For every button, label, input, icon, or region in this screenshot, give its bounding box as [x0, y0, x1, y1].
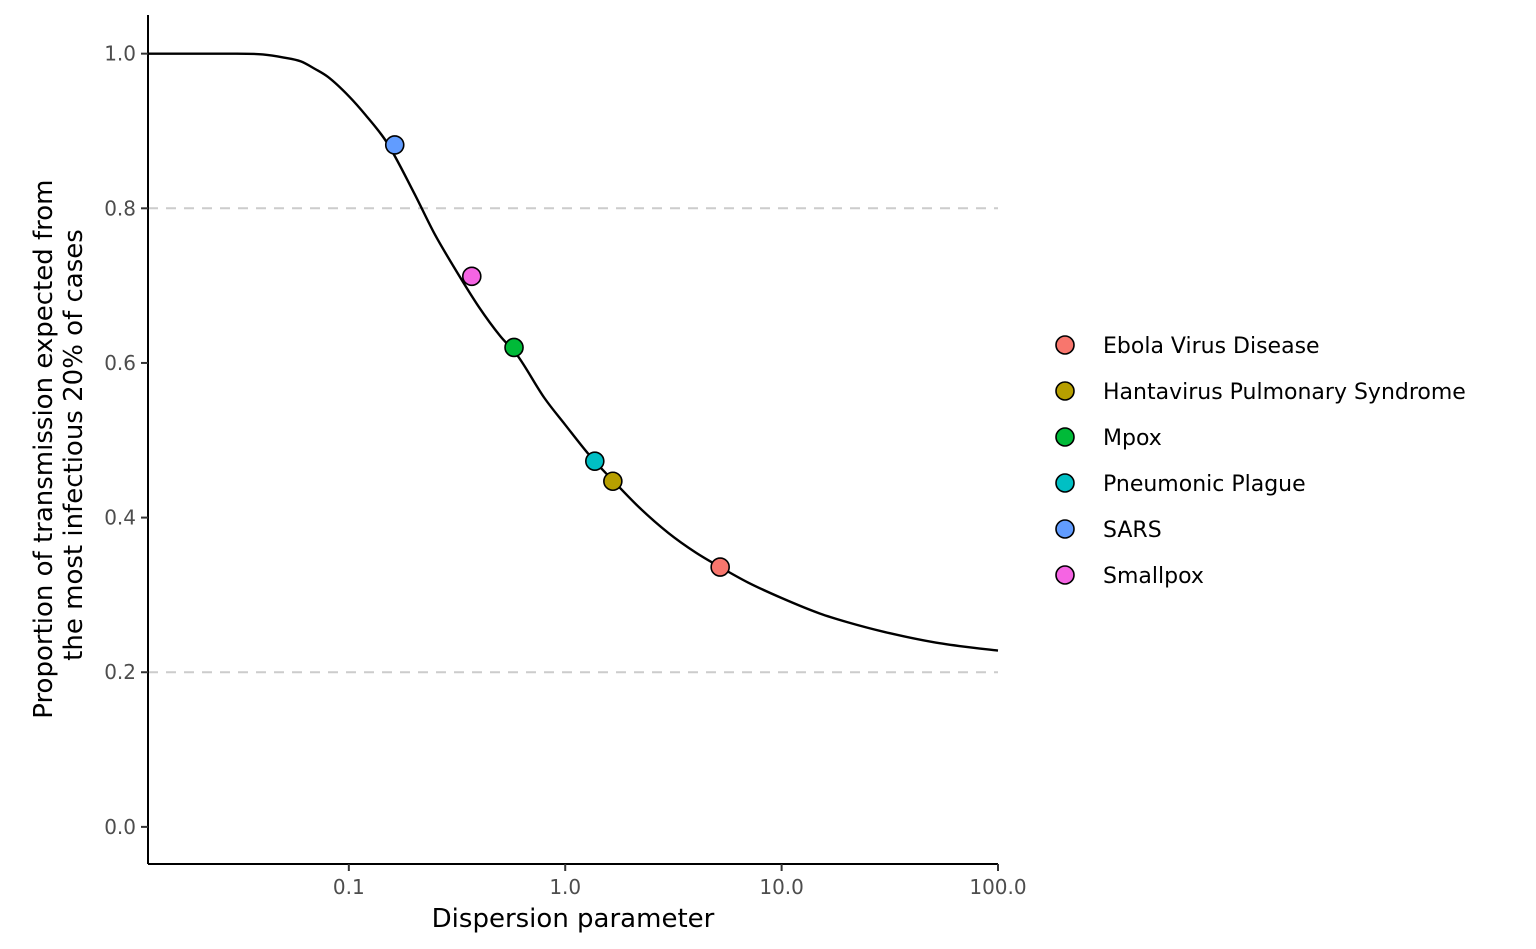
- legend-label-2: Mpox: [1103, 426, 1162, 451]
- data-points: [384, 135, 730, 577]
- legend-label-1: Hantavirus Pulmonary Syndrome: [1103, 380, 1466, 405]
- x-tick-label-3: 100.0: [969, 875, 1026, 899]
- y-tick-label-4: 0.8: [104, 196, 136, 220]
- data-point-4: [384, 135, 405, 155]
- legend-label-0: Ebola Virus Disease: [1103, 334, 1320, 359]
- y-tick-label-5: 1.0: [104, 42, 136, 66]
- legend-key-4: [1055, 519, 1075, 539]
- y-tick-label-0: 0.0: [104, 815, 136, 839]
- x-tick-label-2: 10.0: [759, 875, 804, 899]
- y-tick-label-1: 0.2: [104, 660, 136, 684]
- y-axis-title: Proportion of transmission expected from…: [29, 171, 89, 719]
- data-point-5: [461, 266, 482, 287]
- y-axis-title-line-2: the most infectious 20% of cases: [59, 229, 89, 661]
- legend-key-0: [1055, 335, 1075, 355]
- fitted-curve: [147, 52, 999, 652]
- axes: [147, 15, 998, 865]
- data-point-3: [585, 451, 605, 471]
- x-axis-title: Dispersion parameter: [432, 904, 715, 934]
- y-tick-label-2: 0.4: [104, 506, 136, 530]
- legend-key-3: [1055, 473, 1075, 493]
- legend: Ebola Virus Disease Hantavirus Pulmonary …: [1055, 334, 1466, 589]
- y-tick-label-3: 0.6: [104, 351, 136, 375]
- reference-lines: [148, 207, 998, 674]
- legend-label-3: Pneumonic Plague: [1103, 472, 1306, 497]
- legend-label-5: Smallpox: [1103, 564, 1204, 589]
- legend-key-2: [1055, 427, 1075, 447]
- data-point-0: [710, 557, 730, 577]
- data-point-1: [603, 471, 623, 492]
- data-point-2: [504, 337, 524, 358]
- legend-key-1: [1055, 381, 1075, 401]
- x-tick-label-1: 1.0: [549, 875, 581, 899]
- x-tick-label-0: 0.1: [333, 875, 365, 899]
- legend-key-5: [1055, 565, 1075, 585]
- ticks: 0.0 0.2 0.4 0.6 0.8 1.0 0.1 1.0 10.0 100.0: [104, 42, 1026, 899]
- y-axis-title-line-1: Proportion of transmission expected from: [29, 179, 59, 718]
- legend-label-4: SARS: [1103, 518, 1162, 543]
- curve-layer: [147, 52, 999, 652]
